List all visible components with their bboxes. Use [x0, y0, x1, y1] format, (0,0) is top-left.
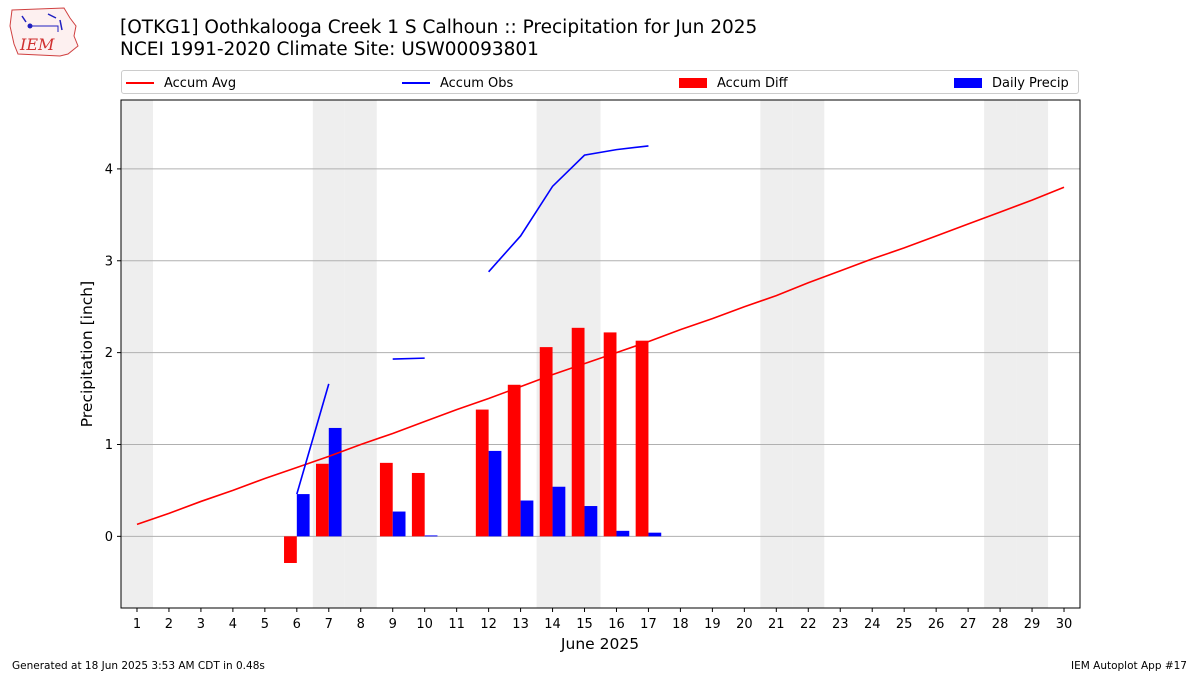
weekend-shade-day-8	[344, 100, 377, 608]
x-tick-label-1: 1	[133, 617, 141, 632]
accum-diff-bar-day-14	[539, 347, 553, 537]
weekend-shading	[121, 100, 1049, 608]
generated-timestamp: Generated at 18 Jun 2025 3:53 AM CDT in …	[12, 660, 265, 672]
legend-swatch-daily-precip	[954, 78, 982, 88]
y-axis-label: Precipitation [inch]	[78, 281, 96, 427]
x-tick-label-29: 29	[1024, 617, 1041, 632]
x-tick-label-4: 4	[229, 617, 237, 632]
logo-text: IEM	[19, 35, 55, 54]
accum-obs-line-segment-2	[392, 357, 425, 360]
x-tick-label-5: 5	[261, 617, 269, 632]
x-tick-label-16: 16	[608, 617, 625, 632]
daily-precip-bar-day-12	[488, 450, 502, 537]
x-tick-label-15: 15	[576, 617, 593, 632]
legend-label-accum-avg: Accum Avg	[164, 75, 237, 91]
legend-label-accum-diff: Accum Diff	[717, 75, 788, 91]
x-tick-label-21: 21	[768, 617, 785, 632]
bars	[284, 327, 662, 563]
y-tick-label-0: 0	[105, 530, 113, 545]
accum-diff-bar-day-9	[379, 462, 393, 537]
accum-diff-bar-day-13	[507, 384, 521, 537]
x-tick-label-14: 14	[544, 617, 561, 632]
x-tick-label-19: 19	[704, 617, 721, 632]
accum-diff-bar-day-10	[411, 472, 425, 537]
daily-precip-bar-day-13	[520, 500, 534, 537]
y-ticks: 0 1 2 3 4	[105, 162, 121, 545]
lines	[136, 145, 1065, 526]
x-tick-label-18: 18	[672, 617, 689, 632]
weekend-shade-day-29	[1016, 100, 1049, 608]
chart-title: [OTKG1] Oothkalooga Creek 1 S Calhoun ::…	[120, 17, 758, 38]
x-tick-label-30: 30	[1056, 617, 1073, 632]
accum-avg-line	[136, 186, 1065, 526]
x-tick-label-25: 25	[896, 617, 913, 632]
app-label: IEM Autoplot App #17	[1071, 660, 1187, 672]
legend: Accum Avg Accum Obs Accum Diff Daily Pre…	[121, 70, 1079, 94]
daily-precip-bar-day-17	[648, 532, 662, 537]
accum-diff-bar-day-16	[603, 332, 617, 537]
accum-diff-bar-day-7	[315, 463, 329, 537]
x-tick-label-13: 13	[512, 617, 529, 632]
iem-logo: IEM	[9, 7, 79, 57]
x-tick-label-17: 17	[640, 617, 657, 632]
daily-precip-bar-day-6	[296, 494, 310, 537]
weekend-shade-day-21	[760, 100, 793, 608]
x-tick-label-23: 23	[832, 617, 849, 632]
daily-precip-bar-day-10	[424, 535, 438, 537]
legend-item-accum-avg: Accum Avg	[126, 74, 236, 92]
weekend-shade-day-28	[984, 100, 1017, 608]
x-tick-label-22: 22	[800, 617, 817, 632]
x-tick-label-27: 27	[960, 617, 977, 632]
daily-precip-bar-day-9	[392, 511, 406, 537]
x-axis-label: June 2025	[560, 635, 639, 653]
accum-diff-bar-day-17	[635, 340, 649, 537]
daily-precip-bar-day-16	[616, 530, 630, 537]
weekend-shade-day-22	[792, 100, 825, 608]
x-tick-label-26: 26	[928, 617, 945, 632]
x-tick-label-28: 28	[992, 617, 1009, 632]
y-tick-label-1: 1	[105, 438, 113, 453]
daily-precip-bar-day-14	[552, 486, 566, 537]
plot-frame	[120, 99, 1081, 609]
legend-swatch-accum-diff	[679, 78, 707, 88]
x-tick-label-9: 9	[389, 617, 397, 632]
legend-item-accum-obs: Accum Obs	[402, 74, 513, 92]
x-ticks: 1 2 3 4 5 6 7 8 9 10 11 12 13 14 15 16 17 18 19 20 21 22 23 24 2…	[133, 608, 1072, 632]
legend-swatch-accum-obs	[402, 82, 430, 84]
legend-swatch-accum-avg	[126, 82, 154, 84]
accum-diff-bar-day-6	[284, 536, 297, 563]
x-tick-label-20: 20	[736, 617, 753, 632]
legend-item-daily-precip: Daily Precip	[954, 74, 1069, 92]
x-tick-label-7: 7	[325, 617, 333, 632]
y-tick-label-4: 4	[105, 162, 113, 177]
x-tick-label-11: 11	[448, 617, 465, 632]
grid-lines	[121, 168, 1080, 537]
daily-precip-bar-day-15	[584, 506, 598, 537]
x-tick-label-12: 12	[480, 617, 497, 632]
accum-obs-line-segment-1	[296, 383, 330, 495]
weekend-shade-day-1	[121, 100, 153, 608]
daily-precip-bar-day-7	[328, 427, 342, 537]
legend-label-daily-precip: Daily Precip	[992, 75, 1069, 91]
legend-label-accum-obs: Accum Obs	[440, 75, 514, 91]
x-tick-label-8: 8	[357, 617, 365, 632]
y-tick-label-2: 2	[105, 346, 113, 361]
legend-item-accum-diff: Accum Diff	[679, 74, 788, 92]
x-tick-label-3: 3	[197, 617, 205, 632]
x-tick-label-6: 6	[293, 617, 301, 632]
accum-diff-bar-day-15	[571, 327, 585, 537]
accum-diff-bar-day-12	[475, 409, 489, 537]
y-tick-label-3: 3	[105, 254, 113, 269]
x-tick-label-10: 10	[416, 617, 433, 632]
accum-obs-line-segment-3	[488, 145, 649, 273]
x-tick-label-2: 2	[165, 617, 173, 632]
chart-subtitle: NCEI 1991-2020 Climate Site: USW00093801	[120, 39, 539, 60]
x-tick-label-24: 24	[864, 617, 881, 632]
